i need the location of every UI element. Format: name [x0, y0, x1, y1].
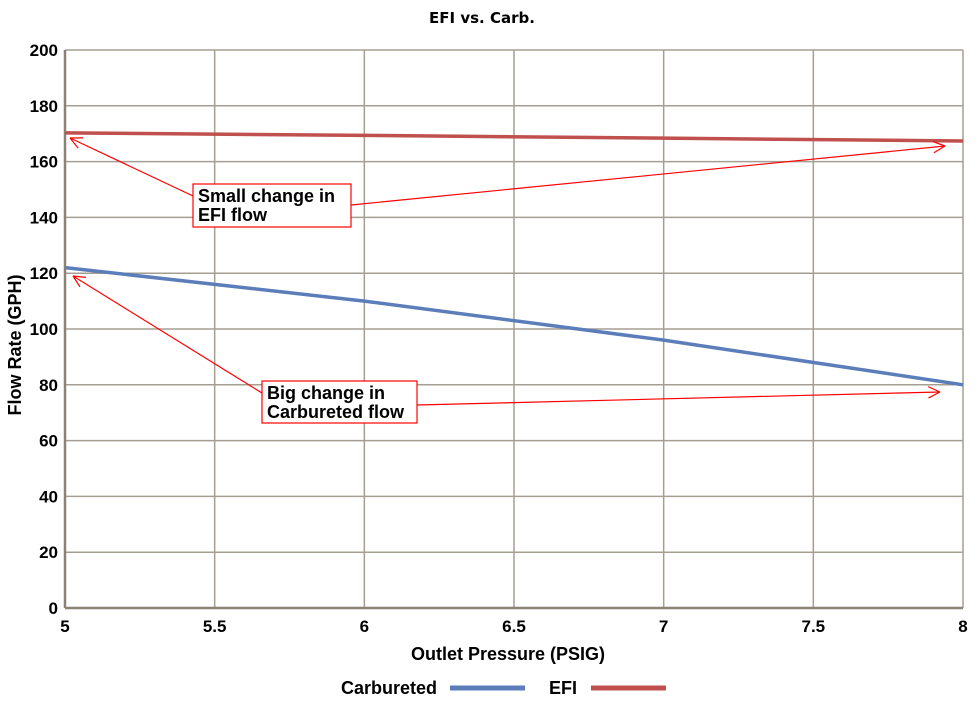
x-axis-label: Outlet Pressure (PSIG): [411, 644, 605, 664]
annotation-text: EFI flow: [198, 205, 268, 225]
annotation-arrow: [73, 276, 262, 393]
chart-title: EFI vs. Carb.: [429, 9, 535, 27]
y-tick-label: 180: [30, 97, 58, 116]
y-axis-label: Flow Rate (GPH): [5, 274, 25, 415]
y-tick-label: 140: [30, 208, 58, 227]
y-tick-label: 100: [30, 320, 58, 339]
annotation-arrow: [70, 138, 193, 196]
y-tick-label: 40: [39, 487, 58, 506]
arrow-head: [928, 392, 940, 398]
x-tick-label: 8: [958, 617, 967, 636]
annotation-text: Big change in: [267, 383, 385, 403]
x-tick-label: 5: [60, 617, 69, 636]
x-tick-label: 6.5: [502, 617, 526, 636]
y-tick-label: 80: [39, 376, 58, 395]
y-tick-label: 160: [30, 153, 58, 172]
y-tick-label: 200: [30, 41, 58, 60]
legend-label: EFI: [549, 678, 577, 698]
annotation-text: Carbureted flow: [267, 402, 405, 422]
y-tick-label: 120: [30, 264, 58, 283]
x-tick-label: 7.5: [802, 617, 826, 636]
x-tick-label: 7: [659, 617, 668, 636]
legend-label: Carbureted: [341, 678, 437, 698]
arrow-head: [928, 387, 940, 392]
y-tick-label: 0: [49, 599, 58, 618]
annotation-arrow: [351, 146, 945, 205]
annotation-arrow: [417, 392, 940, 405]
annotation-text: Small change in: [198, 186, 335, 206]
x-tick-label: 6: [360, 617, 369, 636]
x-tick-label: 5.5: [203, 617, 227, 636]
y-tick-label: 20: [39, 543, 58, 562]
y-tick-label: 60: [39, 432, 58, 451]
